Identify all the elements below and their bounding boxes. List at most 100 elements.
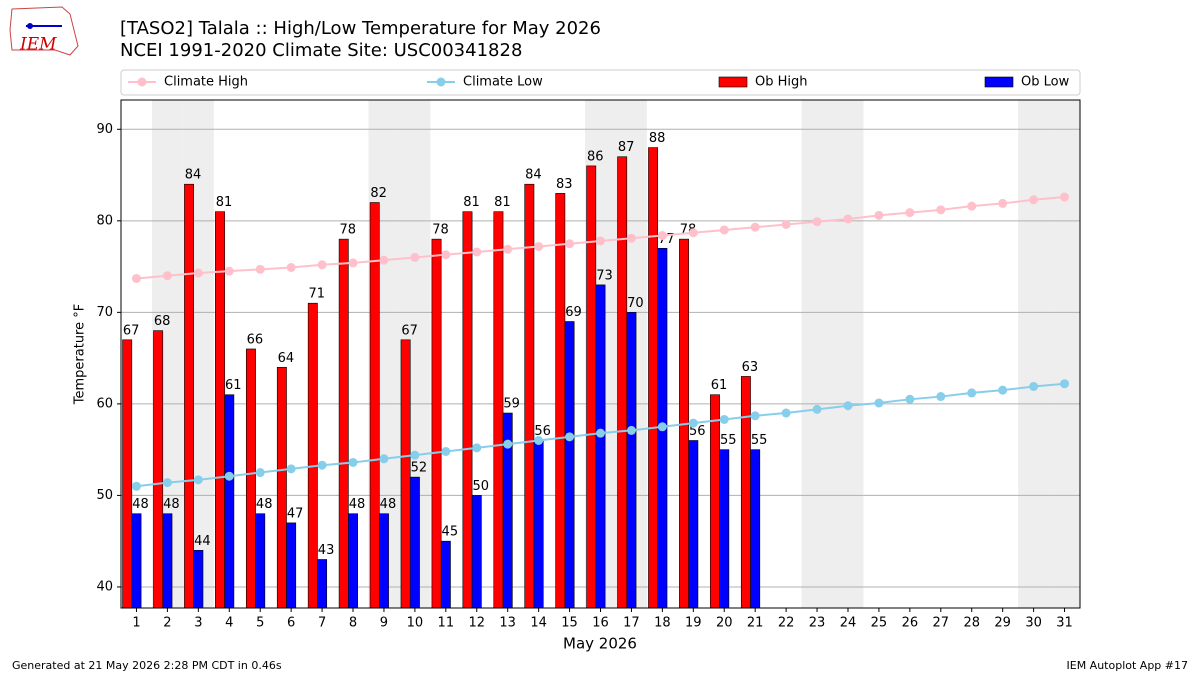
line-marker [410,252,420,262]
bar [224,394,235,609]
line-marker [936,392,946,402]
line-marker [131,481,141,491]
value-label: 55 [751,433,768,448]
line-marker [317,260,327,270]
value-label: 67 [123,323,140,338]
value-label: 50 [472,479,489,494]
line-marker [472,247,482,257]
line-marker [193,475,203,485]
value-label: 84 [525,168,542,183]
x-tick-label: 28 [963,616,980,631]
value-label: 66 [247,332,264,347]
bar [131,513,142,609]
line-marker [534,241,544,251]
x-tick-label: 4 [225,616,233,631]
legend-label: Climate Low [463,75,543,90]
line-marker [286,464,296,474]
value-label: 52 [411,461,428,476]
x-tick-label: 2 [163,616,171,631]
value-label: 63 [742,360,759,375]
bar [348,513,358,609]
x-tick-label: 27 [933,616,950,631]
bar [431,238,442,609]
weekend-shade [832,100,864,608]
bar [740,376,751,609]
bar [338,238,349,609]
chart-title: [TASO2] Talala :: High/Low Temperature f… [120,18,601,39]
bar [122,339,133,609]
bar [400,339,411,609]
bar [586,165,597,609]
line-marker [843,214,853,224]
value-label: 68 [154,314,171,329]
line-marker [317,460,327,470]
footer-right: IEM Autoplot App #17 [1067,659,1189,672]
x-tick-label: 29 [994,616,1011,631]
line-marker [348,457,358,467]
x-tick-label: 11 [438,616,455,631]
line-marker [472,443,482,453]
bar [193,550,204,609]
plot-frame [120,99,1081,609]
footer-left: Generated at 21 May 2026 2:28 PM CDT in … [12,659,282,672]
bar [307,302,318,609]
line-marker [998,198,1008,208]
logo-dot [27,23,33,29]
y-tick-label: 40 [96,579,113,594]
bar [369,202,380,609]
bar [564,321,575,609]
line-marker [162,478,172,488]
line-marker [657,230,667,240]
bar [493,211,504,609]
line-marker [193,268,203,278]
legend-label: Climate High [164,75,248,90]
line-marker [596,236,605,246]
x-tick-label: 16 [592,616,609,631]
line-marker [719,225,729,235]
weekend-shade [1049,100,1080,608]
bar [471,495,482,609]
line-marker [379,454,389,464]
value-label: 56 [689,424,706,439]
x-tick-label: 23 [809,616,826,631]
legend-swatch [984,76,1014,88]
bar [533,440,544,609]
value-label: 61 [225,378,242,393]
line-marker [626,233,636,243]
legend-box [120,69,1081,96]
x-axis-label: May 2026 [563,635,637,653]
line-marker [1029,381,1039,391]
line-marker [812,404,822,414]
line-marker [224,471,234,481]
value-label: 44 [194,534,211,549]
value-label: 81 [494,195,511,210]
bar [555,193,566,609]
value-label: 67 [401,323,418,338]
legend-label: Ob High [755,75,808,90]
y-tick-label: 50 [96,488,113,503]
value-label: 48 [132,497,149,512]
x-tick-label: 31 [1056,616,1073,631]
value-label: 70 [627,296,644,311]
bar [409,476,420,609]
x-tick-label: 9 [380,616,388,631]
line-marker [162,271,172,281]
value-label: 48 [380,497,397,512]
x-tick-label: 10 [407,616,424,631]
value-label: 81 [463,195,480,210]
line-marker [874,210,884,220]
value-label: 82 [370,186,387,201]
x-tick-label: 3 [194,616,202,631]
line-marker [503,244,513,254]
line-marker [781,219,791,229]
x-tick-label: 12 [468,616,485,631]
legend-label: Ob Low [1021,75,1070,90]
x-tick-label: 14 [530,616,547,631]
line-marker [379,255,389,265]
bar [286,522,297,609]
value-label: 48 [163,497,180,512]
x-tick-label: 26 [902,616,919,631]
x-tick-label: 6 [287,616,295,631]
line-marker [626,425,636,435]
value-label: 48 [256,497,273,512]
